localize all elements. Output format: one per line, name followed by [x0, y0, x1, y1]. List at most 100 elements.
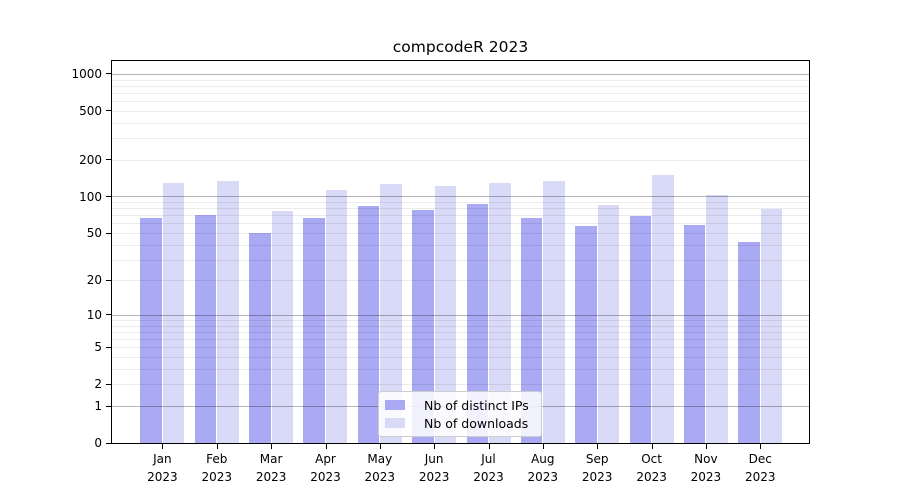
- gridline-800: [112, 86, 809, 87]
- plot-area: [111, 60, 810, 444]
- bar-nb-of-downloads-sep: [597, 205, 620, 443]
- gridline-1000: [112, 74, 809, 75]
- y-tick-label-5: 5: [94, 340, 102, 355]
- grid-layer: [112, 61, 809, 443]
- bar-nb-of-distinct-ips-dec: [738, 242, 760, 443]
- bar-nb-of-distinct-ips-apr: [303, 217, 325, 443]
- x-tick-label-jul: Jul 2023: [473, 452, 504, 484]
- gridline-50: [112, 233, 809, 234]
- x-tick-oct: [651, 444, 653, 449]
- gridline-90: [112, 202, 809, 203]
- gridline-7: [112, 332, 809, 333]
- legend-swatch-downloads: [385, 418, 405, 428]
- bar-nb-of-downloads-mar: [271, 211, 294, 443]
- gridline-4: [112, 357, 809, 358]
- bar-nb-of-downloads-jul: [489, 183, 511, 443]
- bar-nb-of-distinct-ips-nov: [683, 225, 706, 443]
- bar-nb-of-downloads-may: [380, 183, 402, 443]
- y-tick-0: [106, 442, 112, 444]
- y-tick-1: [106, 405, 112, 407]
- bar-nb-of-distinct-ips-sep: [575, 226, 597, 443]
- gridline-500: [112, 111, 809, 112]
- gridline-20: [112, 280, 809, 281]
- gridline-5: [112, 347, 809, 348]
- y-tick-5: [106, 346, 112, 348]
- gridline-100: [112, 196, 809, 197]
- chart-title: compcodeR 2023: [392, 38, 529, 56]
- x-tick-label-sep: Sep 2023: [581, 452, 613, 484]
- x-tick-label-jan: Jan 2023: [147, 452, 178, 484]
- x-tick-apr: [325, 444, 327, 449]
- bar-nb-of-downloads-aug: [543, 181, 565, 443]
- bar-nb-of-downloads-jun: [434, 186, 457, 443]
- bar-nb-of-downloads-dec: [760, 208, 783, 443]
- y-tick-1000: [106, 73, 112, 75]
- y-tick-100: [106, 196, 112, 197]
- bar-nb-of-distinct-ips-aug: [520, 218, 543, 443]
- x-tick-label-may: May 2023: [364, 452, 396, 484]
- legend-label-downloads: Nb of downloads: [424, 415, 529, 431]
- x-tick-label-jun: Jun 2023: [418, 452, 450, 484]
- y-tick-label-50: 50: [86, 226, 102, 240]
- bar-nb-of-distinct-ips-may: [357, 205, 380, 443]
- x-tick-jul: [488, 444, 490, 449]
- x-tick-feb: [216, 444, 218, 449]
- bar-nb-of-downloads-nov: [706, 195, 728, 443]
- gridline-2: [112, 384, 809, 385]
- y-tick-label-10: 10: [86, 307, 102, 322]
- y-tick-label-500: 500: [79, 103, 102, 118]
- x-tick-label-feb: Feb 2023: [201, 452, 233, 484]
- gridline-30: [112, 260, 809, 261]
- gridline-600: [112, 101, 809, 102]
- x-tick-jan: [162, 444, 164, 449]
- bar-nb-of-distinct-ips-feb: [194, 214, 217, 443]
- gridline-900: [112, 80, 809, 81]
- legend-label-distinct-ips: Nb of distinct IPs: [424, 397, 529, 413]
- legend-item-downloads: Nb of downloads: [385, 414, 541, 432]
- legend-swatch-distinct-ips: [385, 400, 405, 410]
- x-tick-label-aug: Aug 2023: [527, 452, 559, 484]
- x-tick-jun: [434, 444, 436, 449]
- legend: Nb of distinct IPs Nb of downloads: [378, 391, 542, 437]
- y-tick-500: [106, 110, 112, 112]
- y-tick-50: [106, 232, 112, 234]
- bar-nb-of-distinct-ips-oct: [629, 216, 652, 443]
- bar-nb-of-downloads-feb: [217, 180, 239, 443]
- bar-nb-of-downloads-jan: [162, 183, 185, 443]
- gridline-8: [112, 326, 809, 327]
- x-tick-may: [379, 444, 381, 449]
- y-tick-20: [106, 279, 112, 281]
- gridline-10: [112, 315, 809, 316]
- gridline-400: [112, 123, 809, 124]
- x-tick-label-apr: Apr 2023: [310, 452, 341, 484]
- y-tick-label-1: 1: [94, 399, 102, 413]
- bar-nb-of-distinct-ips-jun: [412, 209, 434, 443]
- x-tick-dec: [760, 444, 762, 449]
- gridline-9: [112, 320, 809, 321]
- y-tick-2: [106, 383, 112, 385]
- x-tick-label-nov: Nov 2023: [690, 452, 722, 484]
- y-tick-label-2: 2: [94, 377, 102, 392]
- y-tick-label-1000: 1000: [71, 66, 102, 81]
- gridline-70: [112, 215, 809, 216]
- y-tick-label-100: 100: [79, 189, 102, 204]
- y-tick-label-0: 0: [94, 436, 102, 450]
- gridline-60: [112, 223, 809, 224]
- gridline-700: [112, 93, 809, 94]
- bars-layer: [112, 61, 809, 443]
- gridline-40: [112, 245, 809, 246]
- x-tick-label-oct: Oct 2023: [636, 452, 667, 484]
- gridline-200: [112, 160, 809, 161]
- x-tick-nov: [705, 444, 707, 449]
- bar-nb-of-downloads-oct: [652, 174, 674, 443]
- y-tick-10: [106, 314, 112, 316]
- gridline-300: [112, 138, 809, 139]
- gridline-6: [112, 339, 809, 340]
- bar-nb-of-distinct-ips-mar: [249, 233, 271, 443]
- y-tick-200: [106, 159, 112, 161]
- bar-nb-of-downloads-apr: [325, 190, 348, 443]
- x-tick-mar: [271, 444, 273, 449]
- gridline-3: [112, 369, 809, 370]
- bar-nb-of-distinct-ips-jul: [466, 203, 488, 443]
